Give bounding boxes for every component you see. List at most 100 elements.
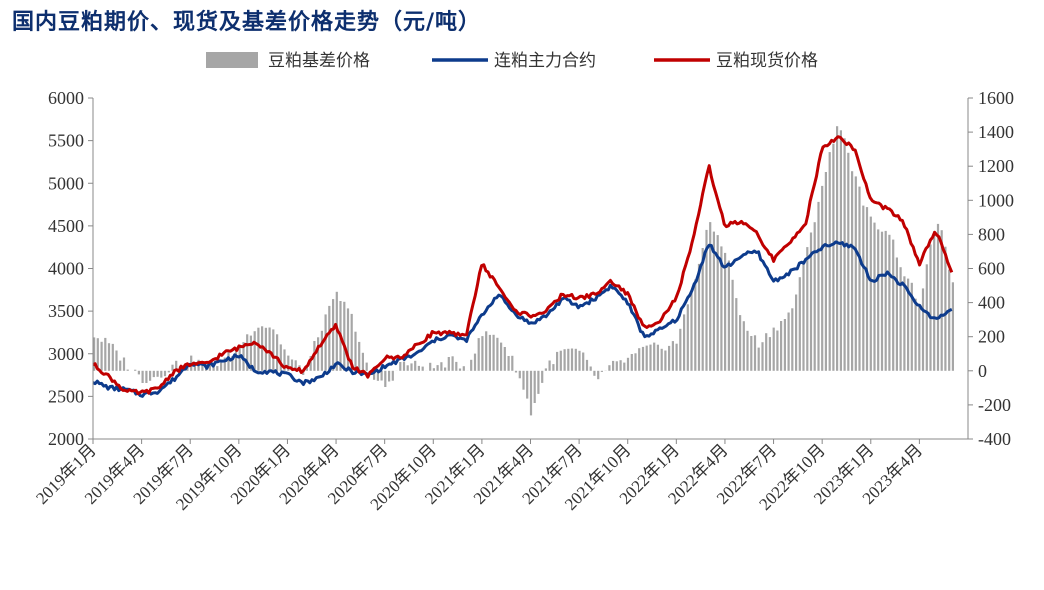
basis-bar bbox=[593, 370, 596, 376]
basis-bar bbox=[234, 347, 238, 371]
basis-bar bbox=[511, 355, 514, 371]
basis-bar bbox=[290, 359, 294, 371]
basis-bar bbox=[727, 260, 730, 371]
right-tick-label: 1600 bbox=[978, 88, 1014, 108]
basis-bar bbox=[828, 152, 831, 371]
basis-bar bbox=[854, 176, 857, 371]
basis-bar bbox=[694, 279, 697, 371]
basis-bar bbox=[122, 357, 126, 371]
basis-bars bbox=[93, 126, 954, 416]
basis-bar bbox=[544, 368, 547, 371]
basis-bar bbox=[328, 305, 331, 371]
basis-bar bbox=[137, 370, 140, 375]
basis-bar bbox=[925, 264, 928, 371]
basis-bar bbox=[705, 229, 708, 371]
basis-bar bbox=[500, 342, 503, 371]
basis-bar bbox=[649, 344, 652, 371]
basis-bar bbox=[936, 223, 940, 371]
basis-bar bbox=[824, 172, 827, 371]
basis-bar bbox=[929, 244, 932, 371]
basis-bar bbox=[574, 348, 577, 371]
basis-bar bbox=[343, 301, 346, 371]
basis-bar bbox=[675, 343, 678, 371]
basis-bar bbox=[716, 235, 719, 371]
basis-bar bbox=[126, 369, 129, 371]
basis-bar bbox=[798, 277, 801, 371]
right-tick-label: 1000 bbox=[978, 190, 1014, 210]
basis-bar bbox=[249, 335, 252, 371]
left-tick-label: 4500 bbox=[48, 216, 84, 236]
left-tick-label: 2000 bbox=[48, 429, 84, 449]
basis-bar bbox=[261, 326, 264, 371]
left-tick-label: 3000 bbox=[48, 344, 84, 364]
basis-bar bbox=[888, 234, 891, 371]
basis-bar bbox=[948, 269, 951, 371]
basis-bar bbox=[279, 344, 282, 371]
basis-bar bbox=[597, 370, 600, 380]
basis-bar bbox=[358, 341, 361, 371]
basis-bar bbox=[600, 370, 603, 372]
basis-bar bbox=[208, 361, 211, 371]
basis-bar bbox=[821, 185, 824, 371]
basis-bar bbox=[410, 363, 413, 371]
basis-bar bbox=[623, 362, 626, 371]
right-tick-label: 600 bbox=[978, 259, 1005, 279]
basis-bar bbox=[522, 370, 525, 390]
basis-bar bbox=[444, 367, 447, 371]
basis-bar bbox=[391, 370, 394, 381]
basis-bar bbox=[514, 370, 518, 373]
basis-bar bbox=[809, 232, 813, 371]
basis-bar bbox=[141, 370, 144, 383]
legend-label: 连粕主力合约 bbox=[494, 51, 596, 71]
basis-bar bbox=[481, 336, 484, 371]
right-tick-label: 800 bbox=[978, 224, 1005, 244]
basis-bar bbox=[417, 365, 420, 371]
basis-bar bbox=[761, 342, 764, 371]
basis-bar bbox=[253, 331, 256, 371]
basis-bar bbox=[115, 350, 118, 371]
basis-bar bbox=[257, 327, 260, 371]
basis-bar bbox=[783, 319, 786, 371]
basis-bar bbox=[365, 362, 368, 371]
basis-bar bbox=[578, 350, 581, 371]
basis-bar bbox=[903, 276, 906, 371]
right-tick-label: 400 bbox=[978, 293, 1005, 313]
basis-bar bbox=[750, 336, 753, 371]
basis-bar bbox=[559, 350, 562, 371]
basis-bar bbox=[944, 246, 947, 371]
basis-bar bbox=[731, 279, 734, 371]
basis-bar bbox=[664, 350, 667, 371]
basis-bar bbox=[679, 328, 682, 371]
legend-label: 豆粕基差价格 bbox=[268, 51, 370, 71]
basis-bar bbox=[309, 356, 312, 371]
left-tick-label: 4000 bbox=[48, 259, 84, 279]
basis-bar bbox=[436, 365, 439, 371]
basis-bar bbox=[570, 348, 574, 371]
basis-bar bbox=[541, 370, 544, 383]
basis-bar bbox=[776, 330, 779, 371]
basis-bar bbox=[843, 138, 846, 371]
basis-bar bbox=[167, 370, 170, 373]
basis-bar bbox=[283, 349, 286, 371]
right-tick-label: -200 bbox=[978, 395, 1011, 415]
basis-bar bbox=[526, 370, 529, 399]
basis-bar bbox=[690, 291, 693, 371]
basis-bar bbox=[589, 366, 592, 371]
basis-bar bbox=[294, 360, 297, 371]
right-tick-label: 1200 bbox=[978, 156, 1014, 176]
basis-bar bbox=[884, 230, 887, 371]
basis-bar bbox=[612, 360, 615, 371]
left-tick-label: 3500 bbox=[48, 301, 84, 321]
basis-bar bbox=[350, 313, 353, 371]
basis-bar bbox=[634, 353, 637, 371]
basis-bar bbox=[388, 370, 391, 382]
basis-bar bbox=[302, 370, 305, 375]
basis-bar bbox=[518, 370, 521, 379]
basis-bar bbox=[507, 356, 510, 371]
right-tick-label: -400 bbox=[978, 429, 1011, 449]
basis-bar bbox=[907, 278, 910, 371]
basis-bar bbox=[458, 368, 462, 371]
left-tick-label: 5000 bbox=[48, 173, 84, 193]
basis-bar bbox=[671, 341, 674, 371]
